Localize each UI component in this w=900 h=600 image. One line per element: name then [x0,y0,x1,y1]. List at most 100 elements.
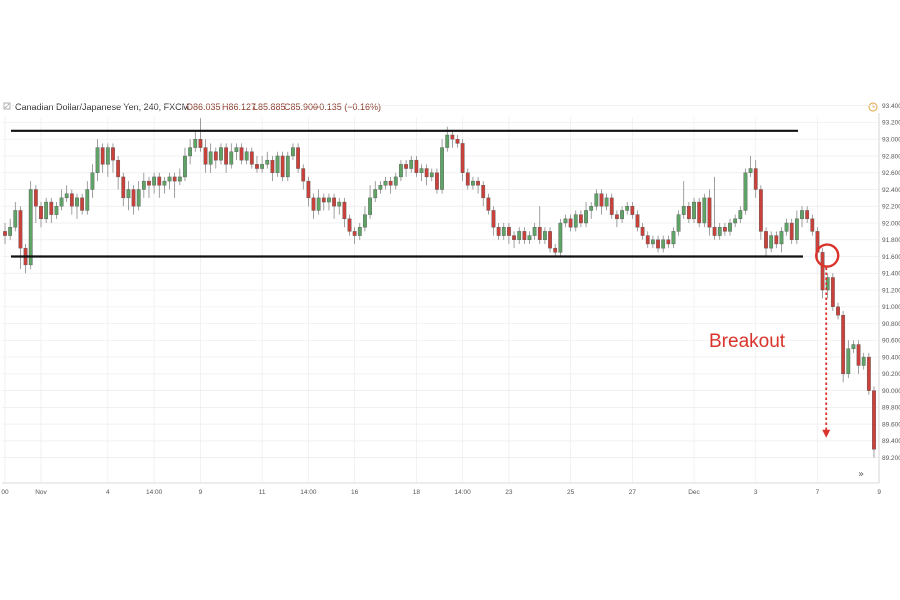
candle [311,193,316,219]
candle-body [861,356,866,366]
candle-body [357,226,362,236]
candle [141,172,146,198]
candle-body [219,147,223,161]
candle [712,176,717,240]
clock-icon[interactable] [868,102,878,112]
level-lines [11,129,803,258]
candle-body [712,226,717,236]
candle [481,181,486,207]
candle-body [239,147,244,161]
candle [512,231,516,249]
y-tick-label: 91.400 [882,271,900,278]
y-tick-label: 91.000 [882,304,900,311]
y-tick-label: 91.800 [882,237,900,244]
candle [563,214,568,228]
high-value: H86.127 [222,102,256,112]
candle-body [830,277,835,308]
candle-body [440,147,444,190]
candle [404,160,408,177]
candle-body [141,180,146,190]
candle [301,164,306,190]
candle [661,235,666,253]
candle [255,155,259,173]
candle [573,210,578,232]
scroll-right-button[interactable]: » [854,466,870,480]
candle-body [347,218,352,232]
candle [851,340,856,353]
candle [44,197,49,224]
breakout-label: Breakout [709,331,786,352]
candle [285,151,290,182]
candle [738,206,743,224]
candle-body [213,151,218,161]
candle [388,176,393,194]
candle [157,172,162,198]
candle-body [28,189,33,266]
candle [784,218,789,236]
candle [59,189,64,211]
y-tick-label: 91.200 [882,287,900,294]
candle-body [373,189,378,199]
candle-body [635,214,640,228]
candle [203,139,208,173]
candle [455,135,460,148]
candle [543,227,547,244]
candle-body [435,172,439,190]
candle-body [676,214,681,232]
candle-body [692,201,696,220]
y-tick-label: 92.200 [882,204,900,211]
candle-body [301,168,306,182]
candle-body [784,222,789,232]
candle [383,176,388,190]
candle [188,139,193,165]
candle-body [285,155,290,178]
candle [13,202,18,232]
candle-body [671,231,676,245]
candle-body [234,147,239,152]
candle-body [702,197,707,224]
candle [666,235,671,249]
candle [332,193,336,219]
symbol-label: Canadian Dollar/Japanese Yen, 240, FXCM [15,102,189,112]
candle-body [54,206,59,215]
candle-body [841,314,846,375]
y-tick-label: 93.000 [882,137,900,144]
candle-body [512,235,516,240]
candle-body [614,214,619,220]
x-tick-label: 11 [259,489,266,496]
candle [692,197,696,224]
candle-body [116,159,121,178]
candle [866,352,871,395]
candle-body [8,226,13,236]
x-tick-label: 3 [754,489,758,496]
candle [872,386,876,458]
candle-body [296,147,300,169]
candle-body [100,147,105,165]
candle-body [121,176,126,199]
candle [527,231,532,244]
candle-body [44,201,49,220]
x-tick-label: Nov [35,489,47,496]
candle-body [147,180,151,186]
candle [80,193,85,215]
candle-body [342,201,347,220]
candle-body [352,231,357,236]
candle [18,206,23,270]
candle [830,273,835,311]
candle-body [18,210,23,249]
candle [702,193,707,228]
candle [645,231,650,249]
breakout-annotation: Breakout [709,243,840,438]
candle-body [203,147,208,165]
candle [440,139,444,194]
candle [522,227,527,244]
x-tick-label: 14:00 [454,489,471,496]
breakout-arrow-head [822,429,831,438]
candle [517,227,522,244]
candle-body [491,210,496,228]
candle [604,193,609,211]
y-tick-label: 90.600 [882,338,900,345]
candle-body [753,168,758,190]
x-tick-label: 27 [629,489,637,496]
